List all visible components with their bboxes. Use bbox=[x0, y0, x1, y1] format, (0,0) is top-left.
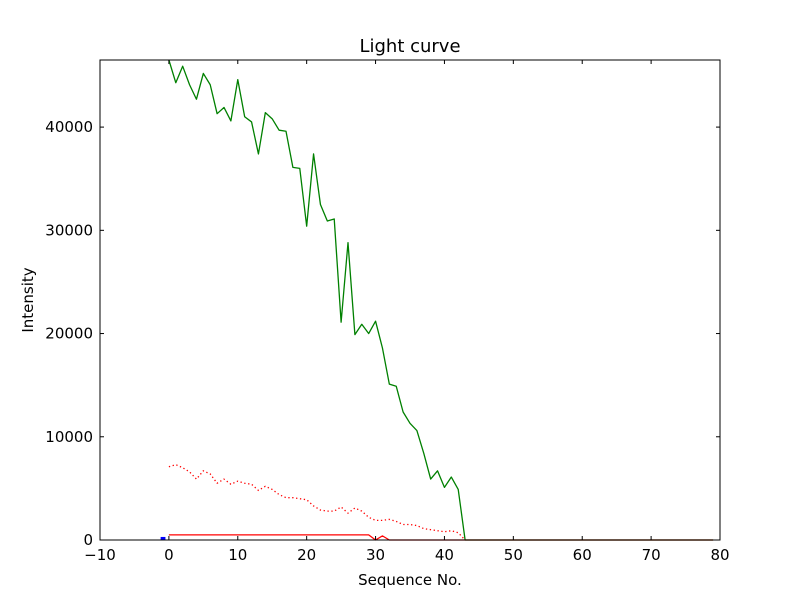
x-tick-label: 30 bbox=[366, 546, 385, 564]
x-tick-label: 60 bbox=[573, 546, 592, 564]
y-tick-label: 20000 bbox=[45, 325, 93, 343]
series-line-0 bbox=[168, 59, 714, 541]
y-axis-title: Intensity bbox=[19, 267, 37, 332]
x-axis-title: Sequence No. bbox=[358, 571, 462, 589]
y-tick-label: 0 bbox=[83, 531, 93, 549]
x-tick-label: 40 bbox=[435, 546, 454, 564]
x-tick-label: 80 bbox=[710, 546, 729, 564]
x-tick-label: 50 bbox=[504, 546, 523, 564]
x-tick-label: 20 bbox=[297, 546, 316, 564]
series-line-2 bbox=[168, 534, 714, 541]
y-axis-ticks: 0 10000 20000 30000 40000 bbox=[45, 118, 720, 549]
series-layer bbox=[160, 59, 714, 541]
y-tick-label: 40000 bbox=[45, 118, 93, 136]
chart-title: Light curve bbox=[359, 36, 460, 57]
x-axis-ticks: −10 0 10 20 30 40 50 60 70 80 bbox=[84, 60, 730, 564]
x-tick-label: −10 bbox=[84, 546, 116, 564]
x-tick-label: 0 bbox=[164, 546, 174, 564]
y-tick-label: 10000 bbox=[45, 428, 93, 446]
x-tick-label: 10 bbox=[228, 546, 247, 564]
series-line-1 bbox=[168, 463, 466, 541]
y-tick-label: 30000 bbox=[45, 221, 93, 239]
x-tick-label: 70 bbox=[642, 546, 661, 564]
plot-frame bbox=[99, 59, 721, 541]
